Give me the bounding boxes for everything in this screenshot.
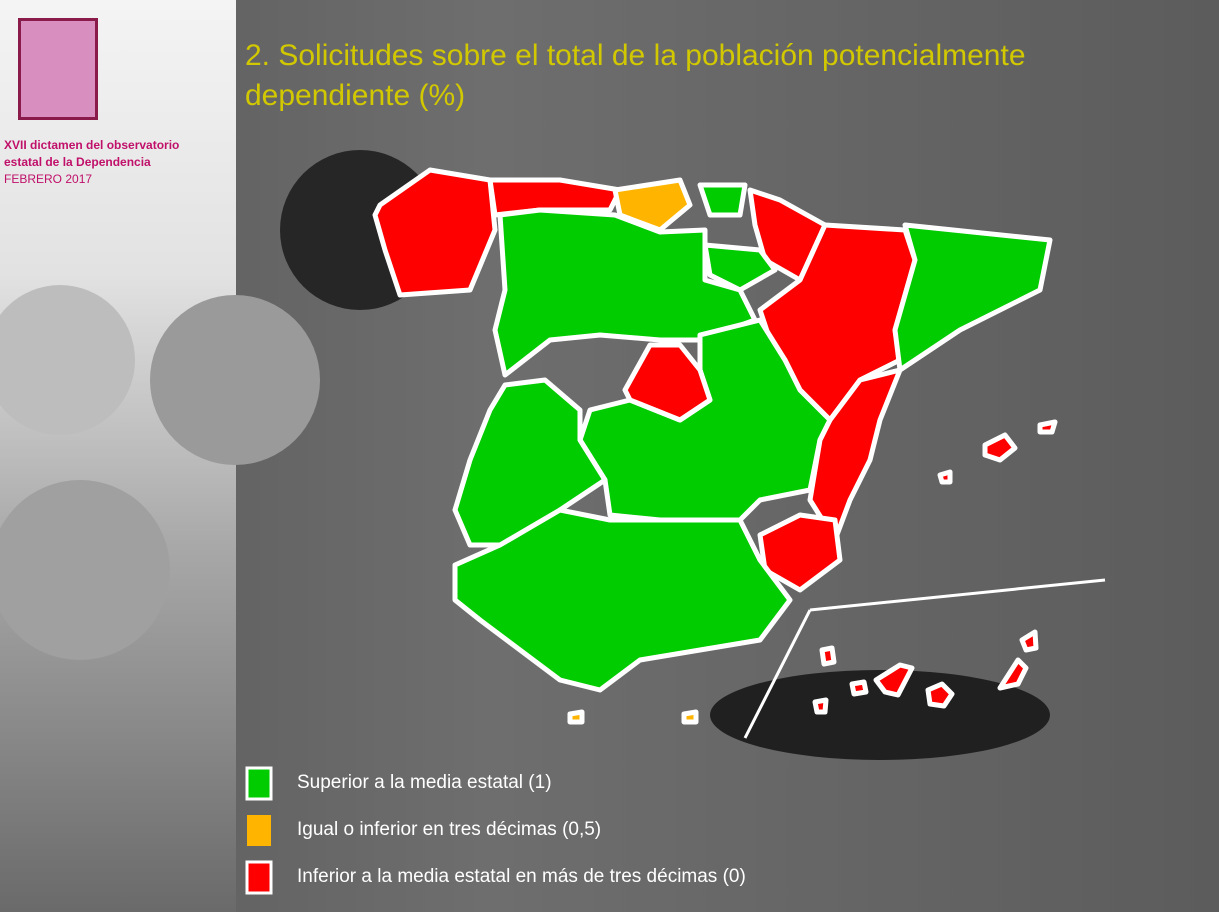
legend-swatch xyxy=(247,862,271,893)
region xyxy=(570,712,582,722)
region xyxy=(1040,422,1055,432)
org-line: estatal de la Dependencia xyxy=(4,155,151,169)
legend-swatch xyxy=(247,815,271,846)
date: FEBRERO 2017 xyxy=(4,172,92,186)
region xyxy=(928,684,952,706)
decor xyxy=(150,295,320,465)
org-line: XVII dictamen del observatorio xyxy=(4,138,179,152)
legend-label: Superior a la media estatal (1) xyxy=(297,772,552,794)
region xyxy=(1022,632,1036,650)
region xyxy=(940,472,950,482)
title: 2. Solicitudes sobre el total de la pobl… xyxy=(245,36,1185,116)
region xyxy=(1000,660,1026,688)
legend-swatch xyxy=(247,768,271,799)
region xyxy=(985,435,1015,460)
region xyxy=(895,225,1050,370)
legend-label: Inferior a la media estatal en más de tr… xyxy=(297,866,746,888)
region xyxy=(852,682,866,694)
map xyxy=(0,0,1219,912)
region xyxy=(684,712,696,722)
logo xyxy=(18,18,98,120)
region xyxy=(822,648,834,664)
decor xyxy=(0,480,170,660)
region xyxy=(815,700,826,712)
decor xyxy=(0,285,135,435)
region xyxy=(700,185,745,215)
legend-label: Igual o inferior en tres décimas (0,5) xyxy=(297,819,601,841)
divider xyxy=(810,580,1105,610)
slide: XVII dictamen del observatorio estatal d… xyxy=(0,0,1219,912)
